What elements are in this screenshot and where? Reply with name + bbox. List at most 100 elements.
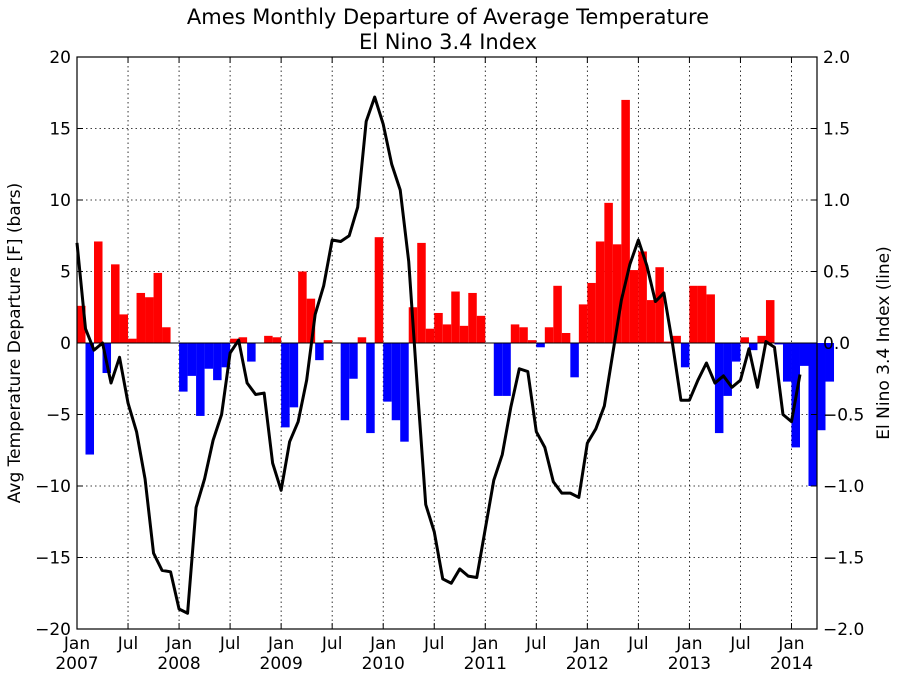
bar (298, 271, 307, 343)
x-tick-label: Jan (573, 634, 600, 654)
bar (689, 285, 698, 343)
bar (357, 337, 367, 343)
bar (136, 292, 146, 343)
x-tick-year-label: 2014 (770, 654, 813, 674)
right-tick-label: −1.0 (823, 477, 864, 497)
bar (451, 291, 460, 343)
bar (204, 343, 214, 369)
x-tick-label: Jul (219, 634, 241, 654)
line-series (75, 95, 802, 615)
bar (799, 343, 809, 366)
x-tick-label: Jul (423, 634, 445, 654)
bar (468, 292, 477, 343)
bar (349, 343, 358, 379)
bar (119, 314, 129, 343)
bar (502, 343, 511, 396)
left-axis-label: Avg Temperature Departure [F] (bars) (5, 183, 25, 503)
right-tick-label: 1.0 (823, 191, 850, 211)
bar (765, 300, 775, 343)
x-tick-label: Jul (525, 634, 547, 654)
bar (162, 327, 171, 343)
left-tick-label: −15 (35, 549, 71, 569)
x-tick-year-label: 2013 (668, 654, 711, 674)
bar (527, 340, 537, 343)
bar (697, 285, 707, 343)
x-tick-label: Jul (729, 634, 751, 654)
bar (213, 343, 222, 381)
bar (663, 341, 673, 343)
bar (400, 343, 409, 442)
bar (187, 343, 197, 376)
bar (306, 298, 316, 343)
x-tick-year-label: 2009 (260, 654, 303, 674)
bar (748, 343, 758, 351)
bar (714, 343, 724, 434)
bar (230, 338, 239, 343)
bar (536, 343, 545, 348)
x-tick-label: Jan (471, 634, 498, 654)
bar (374, 237, 384, 343)
bar (629, 270, 639, 343)
left-tick-label: 20 (49, 48, 71, 68)
left-axis: 20 15 10 5 0 −5 −10 −15 −20 (35, 48, 83, 640)
x-tick-label: Jan (369, 634, 396, 654)
bar (476, 315, 486, 343)
bar (774, 343, 783, 345)
bar (153, 272, 163, 343)
bar (459, 325, 469, 343)
left-tick-label: 10 (49, 191, 71, 211)
bar (544, 327, 554, 343)
bar (434, 312, 443, 343)
x-tick-label: Jul (627, 634, 649, 654)
x-tick-label: Jan (267, 634, 294, 654)
x-tick-label: Jan (63, 634, 90, 654)
bar (578, 304, 588, 343)
bar (706, 294, 715, 343)
bar (196, 343, 205, 416)
right-axis: 2.0 1.5 1.0 0.5 0.0 −0.5 −1.0 −1.5 −2.0 (811, 48, 864, 640)
bar (272, 337, 282, 343)
bar (111, 264, 120, 343)
bar (519, 327, 528, 343)
bar (391, 343, 401, 421)
right-tick-label: −2.0 (823, 620, 864, 640)
bar (612, 244, 622, 343)
bar (417, 242, 426, 343)
bar (145, 297, 154, 343)
right-tick-label: −1.5 (823, 549, 864, 569)
bar (340, 343, 350, 421)
bar (757, 335, 766, 343)
bar (247, 343, 256, 362)
bar (595, 241, 605, 343)
bar (655, 267, 664, 343)
bar (621, 99, 630, 344)
bar (366, 343, 375, 434)
bar (825, 343, 835, 382)
x-tick-year-label: 2007 (55, 654, 98, 674)
bar (264, 335, 273, 343)
right-axis-label: El Nino 3.4 Index (line) (874, 246, 894, 439)
x-tick-label: Jul (117, 634, 139, 654)
bar (561, 332, 571, 343)
bar (281, 343, 290, 428)
bar-series (77, 99, 835, 486)
x-tick-label: Jan (777, 634, 804, 654)
bar (315, 343, 324, 361)
x-tick-label: Jul (321, 634, 343, 654)
x-tick-year-label: 2010 (362, 654, 405, 674)
bar (238, 337, 248, 343)
left-tick-label: 0 (60, 334, 71, 354)
bar (604, 202, 613, 343)
x-tick-label: Jan (165, 634, 192, 654)
bar (587, 282, 596, 343)
bar (425, 328, 435, 343)
enso-line (75, 95, 802, 615)
x-tick-year-label: 2008 (157, 654, 200, 674)
x-tick-year-label: 2011 (464, 654, 507, 674)
chart-title: Ames Monthly Departure of Average Temper… (187, 5, 709, 29)
bar (672, 335, 681, 343)
bar (570, 343, 579, 378)
x-tick-year-label: 2012 (566, 654, 609, 674)
